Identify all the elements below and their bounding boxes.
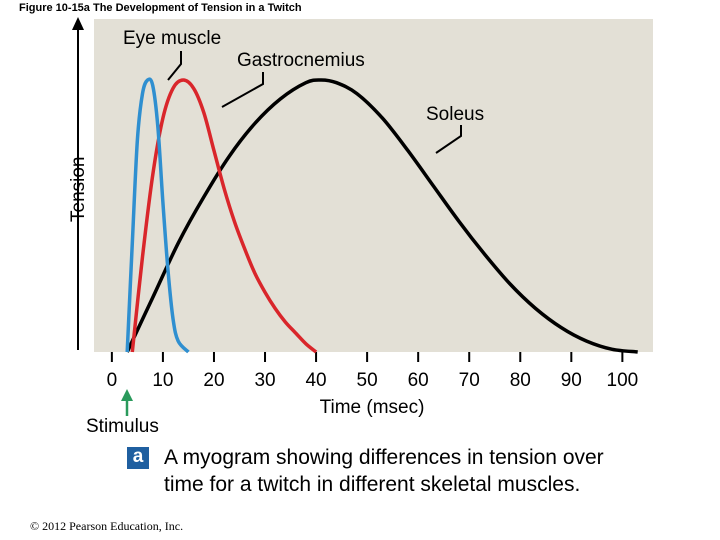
- caption-badge: a: [127, 447, 149, 469]
- x-tick-label: 70: [459, 370, 480, 391]
- figure-caption: A myogram showing differences in tension…: [164, 446, 604, 496]
- x-tick-label: 30: [254, 370, 275, 391]
- x-axis-ticks: 0 10 20 30 40 50 60 70 80 90 100: [107, 352, 639, 391]
- stimulus-label: Stimulus: [86, 416, 159, 437]
- series-lines: [125, 77, 638, 354]
- gastrocnemius-label: Gastrocnemius: [237, 50, 365, 71]
- y-axis-arrow-icon: [72, 17, 84, 30]
- y-axis-label: Tension: [68, 157, 89, 223]
- x-tick-label: 20: [203, 370, 224, 391]
- figure-title: Figure 10-15a The Development of Tension…: [19, 2, 302, 14]
- x-tick-label: 80: [510, 370, 531, 391]
- x-tick-label: 100: [607, 370, 639, 391]
- eye-muscle-leader-line: [167, 51, 182, 81]
- plot-area: [94, 19, 653, 352]
- x-tick-label: 60: [408, 370, 429, 391]
- stimulus-arrow-icon: [121, 389, 133, 401]
- eye-muscle-label: Eye muscle: [123, 28, 221, 49]
- x-axis-label: Time (msec): [320, 397, 425, 418]
- soleus-label: Soleus: [426, 104, 484, 125]
- x-tick-label: 0: [107, 370, 118, 391]
- eye-muscle-curve: [125, 77, 190, 354]
- copyright-notice: © 2012 Pearson Education, Inc.: [30, 519, 184, 533]
- x-tick-label: 50: [357, 370, 378, 391]
- x-tick-label: 90: [561, 370, 582, 391]
- soleus-leader-line: [435, 125, 462, 154]
- x-tick-label: 10: [152, 370, 173, 391]
- gastrocnemius-leader-line: [221, 72, 264, 108]
- soleus-curve: [125, 78, 638, 354]
- x-tick-label: 40: [305, 370, 326, 391]
